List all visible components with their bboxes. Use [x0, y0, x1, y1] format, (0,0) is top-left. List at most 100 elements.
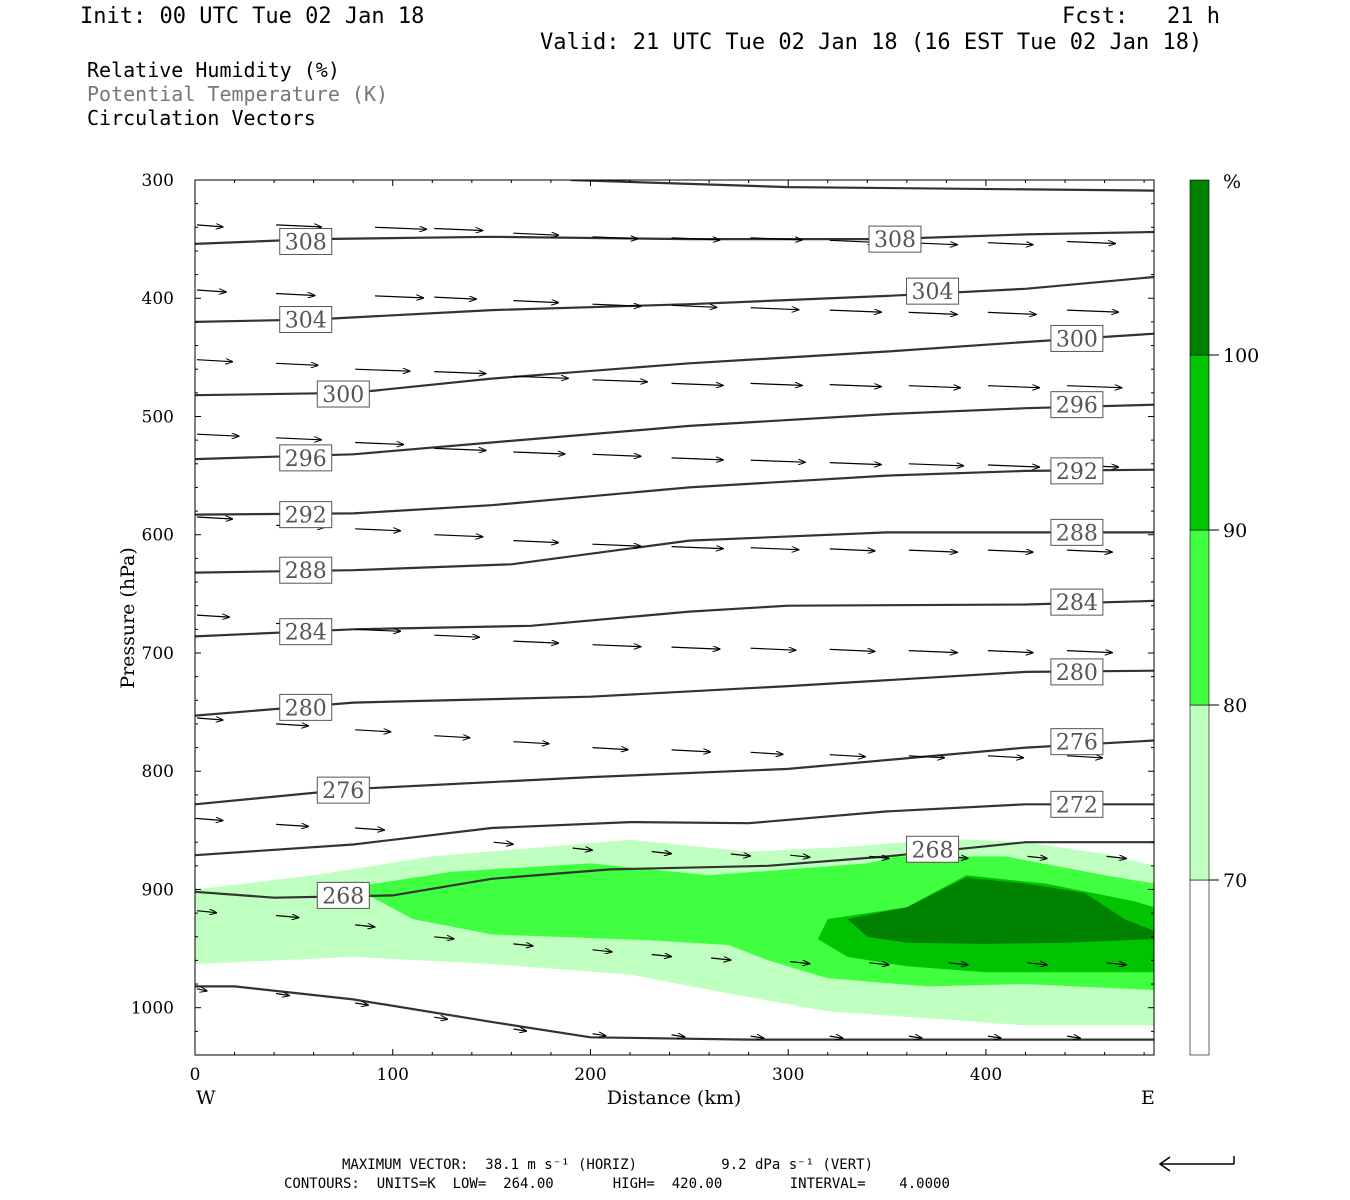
circulation-vector — [908, 1036, 922, 1038]
circulation-vector — [908, 651, 957, 653]
theta-contour-264 — [195, 985, 1154, 1041]
circulation-vector — [829, 755, 865, 757]
theta-label-308: 308 — [285, 230, 327, 255]
circulation-vector — [592, 748, 628, 750]
theta-label-box-304 — [906, 277, 960, 305]
theta-label-276: 276 — [1056, 731, 1098, 756]
circulation-vector — [355, 529, 400, 531]
circulation-vector — [829, 240, 875, 242]
theta-label-300: 300 — [322, 383, 364, 408]
circulation-vector — [750, 752, 783, 754]
circulation-vector — [513, 944, 532, 946]
forecast-label: Fcst: — [1062, 4, 1129, 29]
theta-label-292: 292 — [1056, 460, 1098, 485]
theta-label-box-268 — [316, 881, 370, 909]
theta-contour-284 — [195, 599, 1154, 638]
colorbar-swatch — [1189, 704, 1210, 881]
circulation-vector — [750, 460, 805, 462]
x-west-label: W — [196, 1087, 216, 1109]
circulation-vector — [355, 1003, 368, 1005]
circulation-vector — [1066, 242, 1115, 244]
circulation-vector — [513, 301, 558, 303]
circulation-vector — [434, 1017, 447, 1019]
circulation-vector — [434, 937, 453, 939]
circulation-vector — [987, 386, 1039, 388]
circulation-vector — [513, 233, 558, 235]
circulation-vector — [987, 756, 1023, 758]
theta-contour-296 — [195, 403, 1154, 461]
theta-label-268: 268 — [912, 838, 954, 863]
colorbar-swatch — [1189, 179, 1210, 356]
circulation-vector — [513, 541, 558, 543]
theta-label-304: 304 — [912, 280, 954, 305]
circulation-vector — [829, 1036, 843, 1038]
circulation-vector — [869, 856, 888, 858]
circulation-vector — [651, 955, 671, 957]
circulation-vector — [592, 454, 641, 456]
circulation-vector — [592, 645, 641, 647]
theta-label-box-276 — [316, 776, 370, 804]
x-axis-label: Distance (km) — [607, 1087, 742, 1109]
theta-label-box-268 — [906, 835, 960, 863]
circulation-vector — [987, 243, 1033, 245]
x-tick-label: 100 — [377, 1065, 409, 1085]
theta-contour-288 — [195, 531, 1154, 574]
theta-label-box-308 — [868, 225, 922, 253]
circulation-vector — [671, 1035, 685, 1037]
circulation-vector — [908, 756, 944, 758]
circulation-vector — [355, 730, 390, 732]
circulation-vector — [196, 989, 207, 991]
circulation-vector — [987, 651, 1033, 653]
circulation-vector — [750, 383, 802, 385]
circulation-vector — [276, 225, 321, 227]
circulation-vector — [513, 376, 567, 378]
circulation-vector — [434, 372, 485, 374]
circulation-vector — [196, 290, 226, 292]
y-tick-label: 700 — [142, 644, 174, 664]
rh-shading-layer — [195, 838, 1154, 1026]
theta-label-304: 304 — [285, 309, 327, 334]
circulation-vector — [829, 310, 881, 312]
circulation-vector — [671, 383, 723, 385]
circulation-vector — [987, 312, 1036, 314]
plot-frame — [194, 179, 1155, 1056]
theta-label-284: 284 — [1056, 591, 1098, 616]
legend-vectors: Circulation Vectors — [87, 106, 316, 130]
theta-label-280: 280 — [1056, 661, 1098, 686]
theta-label-box-272 — [1050, 790, 1104, 818]
theta-label-296: 296 — [1056, 394, 1098, 419]
circulation-vector — [196, 615, 229, 617]
theta-label-272: 272 — [1056, 793, 1098, 818]
circulation-vector — [671, 750, 710, 752]
circulation-vector — [987, 465, 1039, 467]
circulation-vector — [196, 434, 239, 436]
colorbar-label: 100 — [1223, 345, 1259, 367]
y-tick-label: 300 — [142, 171, 174, 191]
colorbar-swatch — [1189, 529, 1210, 706]
theta-contour-280 — [195, 669, 1154, 717]
valid-time: Valid: 21 UTC Tue 02 Jan 18 (16 EST Tue … — [540, 30, 1203, 55]
y-tick-label: 400 — [142, 289, 174, 309]
circulation-vector — [276, 294, 314, 296]
circulation-vector — [908, 550, 957, 552]
circulation-vector — [790, 962, 809, 964]
circulation-vector — [869, 963, 888, 965]
theta-label-284: 284 — [285, 621, 327, 646]
circulation-vector — [750, 648, 796, 650]
theta-label-288: 288 — [1056, 521, 1098, 546]
x-tick-label: 300 — [772, 1065, 804, 1085]
circulation-vector — [513, 742, 548, 744]
circulation-vector — [750, 548, 799, 550]
circulation-vector — [276, 438, 321, 440]
circulation-vector — [355, 828, 384, 830]
x-east-label: E — [1141, 1087, 1155, 1109]
theta-label-box-288 — [279, 556, 333, 584]
circulation-vector — [434, 229, 482, 231]
circulation-vector — [572, 848, 592, 850]
colorbar-label: 90 — [1223, 520, 1247, 542]
theta-contour-top — [570, 180, 1154, 192]
theta-label-288: 288 — [285, 559, 327, 584]
theta-label-box-292 — [1050, 457, 1104, 485]
theta-label-box-284 — [279, 618, 333, 646]
y-tick-label: 900 — [142, 880, 174, 900]
